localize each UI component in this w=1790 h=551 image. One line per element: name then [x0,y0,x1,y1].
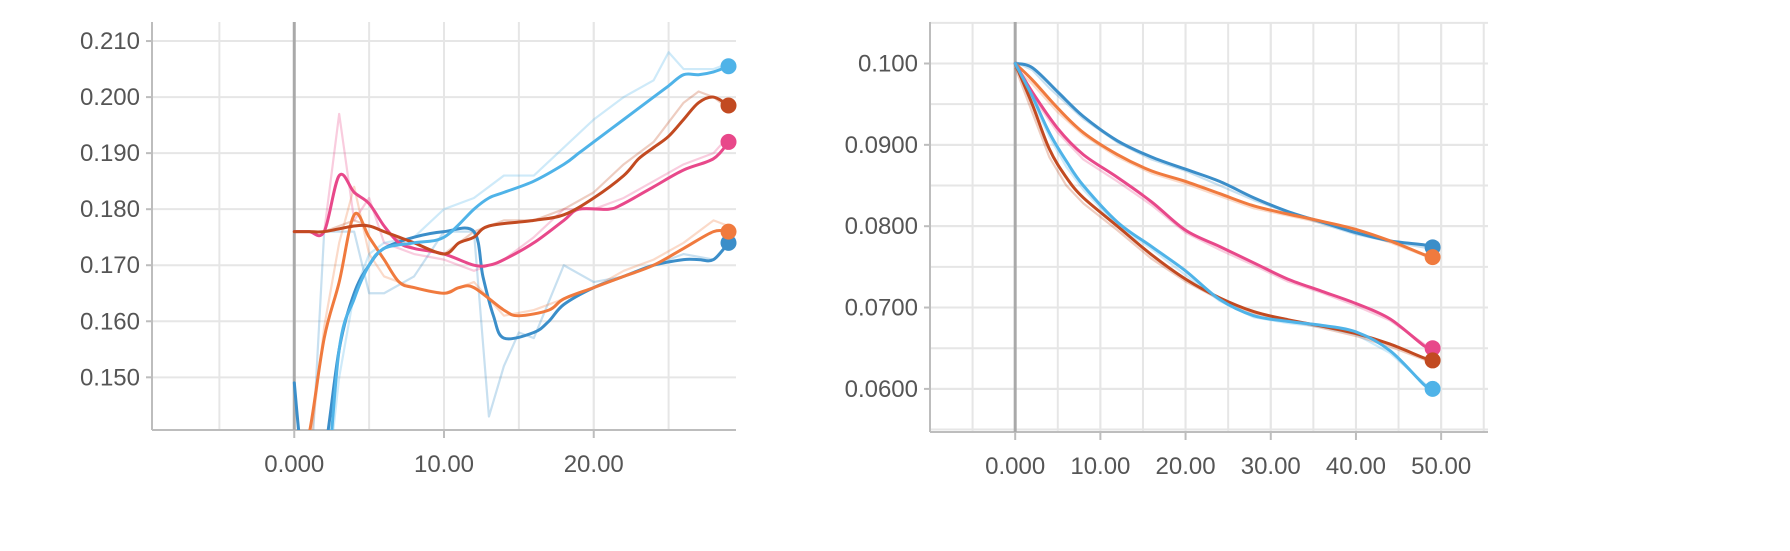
y-tick-label: 0.0600 [845,376,918,403]
series-line [292,95,730,256]
y-tick-label: 0.0800 [845,213,918,240]
x-tick-label: 40.00 [1326,453,1386,480]
plot-area [1013,60,1435,392]
raw-series-line [311,185,729,430]
plot-area [292,51,730,430]
series-line [1013,62,1435,249]
x-tick-label: 20.00 [564,451,624,478]
series-line [308,211,730,430]
series-line [1013,62,1435,362]
series-endpoint-marker [720,223,737,240]
x-tick-label: 0.000 [985,453,1045,480]
x-tick-label: 10.00 [1070,453,1130,480]
loss-chart-left: 0.150 0.160 0.170 0.180 0.190 0.200 0.210 0.000… [80,22,737,478]
y-tick-label: 0.0700 [845,295,918,322]
series-endpoint-marker [720,234,737,251]
series-line [1013,62,1435,259]
series-line [1013,62,1435,391]
x-tick-label: 30.00 [1241,453,1301,480]
series-endpoint-marker [1424,340,1441,357]
x-tick-label: 20.00 [1156,453,1216,480]
y-tick-label: 0.150 [80,364,140,391]
loss-chart-right: 0.0600 0.0700 0.0800 0.0900 0.100 0.000 10.00 2… [845,21,1488,480]
series-endpoint-marker [720,58,737,75]
y-tick-label: 0.0900 [845,132,918,159]
series-line [292,140,730,268]
x-tick-label: 10.00 [414,451,474,478]
series-line [1013,62,1435,351]
series-line [292,226,730,430]
series-endpoint-marker [1424,249,1441,266]
y-tick-label: 0.160 [80,308,140,335]
raw-series-line [293,230,730,430]
raw-series-line [332,51,729,430]
series-endpoint-marker [720,97,737,114]
raw-series-line [1014,60,1433,251]
series-endpoint-marker [720,133,737,150]
y-tick-label: 0.180 [80,196,140,223]
series-endpoint-marker [1424,352,1441,369]
y-tick-label: 0.190 [80,140,140,167]
x-tick-label: 0.000 [264,451,324,478]
raw-series-line [294,112,730,272]
series-endpoint-marker [1424,380,1441,397]
y-tick-label: 0.170 [80,252,140,279]
raw-series-line [294,90,730,256]
raw-series-line [1014,66,1434,260]
raw-series-line [1014,64,1434,351]
y-tick-label: 0.210 [80,28,140,55]
series-line [330,64,730,430]
y-tick-label: 0.200 [80,84,140,111]
y-tick-label: 0.100 [858,50,918,77]
raw-series-line [1014,67,1434,364]
x-tick-label: 50.00 [1411,453,1471,480]
